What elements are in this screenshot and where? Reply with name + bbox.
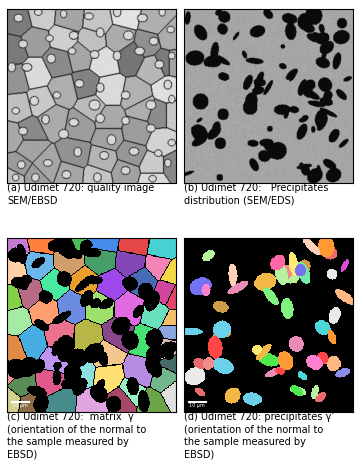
Text: (b) Udimet 720:   Precipitates
distribution (SEM/EDS): (b) Udimet 720: Precipitates distributio…: [184, 184, 329, 206]
Text: 10 μm: 10 μm: [12, 403, 28, 408]
Text: (a) Udimet 720: quality image
SEM/EBSD: (a) Udimet 720: quality image SEM/EBSD: [7, 184, 154, 206]
Text: 10 μm: 10 μm: [189, 403, 205, 408]
Text: (d) Udimet 720: precipitates γ’
(orientation of the normal to
the sample measure: (d) Udimet 720: precipitates γ’ (orienta…: [184, 413, 335, 460]
Text: (c) Udimet 720:  matrix  γ
(orientation of the normal to
the sample measured by
: (c) Udimet 720: matrix γ (orientation of…: [7, 413, 147, 460]
